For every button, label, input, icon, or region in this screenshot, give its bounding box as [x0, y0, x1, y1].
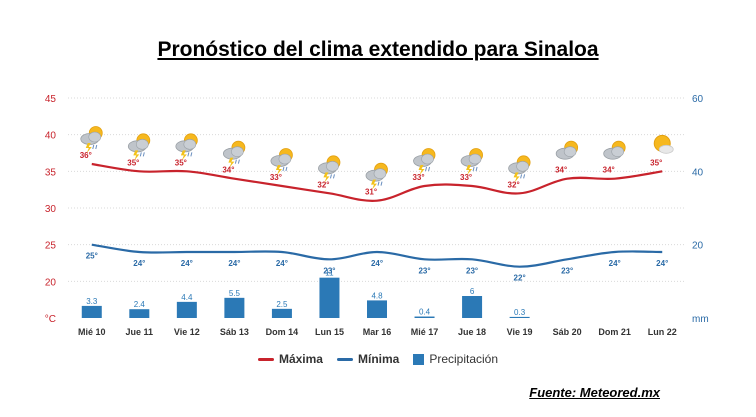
category-label: Mié 10: [78, 327, 106, 337]
left-tick-label: 45: [45, 94, 57, 105]
category-label: Mié 17: [411, 327, 439, 337]
page-title: Pronóstico del clima extendido para Sina…: [157, 38, 599, 61]
min-temp-label: 23°: [418, 266, 430, 275]
min-temp-label: 24°: [609, 259, 621, 268]
max-temp-label: 35°: [127, 158, 139, 167]
legend-swatch-precip: [413, 353, 425, 365]
legend-item-max[interactable]: Máxima: [257, 352, 323, 366]
min-temp-label: 23°: [466, 266, 478, 275]
precip-bar: [414, 316, 435, 318]
max-temp-label: 34°: [555, 166, 567, 175]
max-temp-label: 32°: [317, 180, 329, 189]
storm-sun-icon: [365, 162, 388, 190]
max-temp-label: 33°: [460, 173, 472, 182]
min-temp-label: 22°: [514, 274, 526, 283]
max-temp-label: 33°: [270, 173, 282, 182]
min-temp-label: 24°: [228, 259, 240, 268]
category-label: Sáb 20: [553, 327, 582, 337]
category-label: Jue 11: [126, 327, 154, 337]
source-credit: Fuente: Meteored.mx: [529, 385, 660, 400]
cloud-sun-icon: [555, 140, 579, 160]
left-tick-label: 20: [45, 277, 57, 288]
cloud-sun-icon: [603, 140, 626, 160]
storm-sun-icon: [127, 133, 151, 161]
storm-sun-icon: [175, 133, 198, 161]
precip-bar: [81, 305, 102, 318]
legend: Máxima Mínima Precipitación: [0, 352, 756, 366]
max-temp-label: 35°: [175, 158, 187, 167]
precip-label: 0.4: [419, 308, 431, 317]
max-temp-label: 35°: [650, 158, 662, 167]
category-label: Vie 19: [507, 327, 533, 337]
precip-label: 5.5: [229, 289, 241, 298]
precip-bar: [176, 301, 197, 318]
storm-sun-icon: [508, 155, 531, 183]
min-temp-label: 24°: [371, 259, 383, 268]
category-label: Vie 12: [174, 327, 200, 337]
precip-label: 3.3: [86, 297, 98, 306]
right-tick-label: 40: [692, 167, 704, 178]
legend-label-precip: Precipitación: [429, 352, 499, 366]
precip-label: 4.8: [371, 291, 383, 300]
left-axis-unit: °C: [45, 314, 56, 325]
precip-bar: [319, 277, 340, 318]
storm-sun-icon: [270, 148, 293, 175]
left-tick-label: 30: [45, 204, 57, 215]
precip-bar: [367, 300, 387, 318]
left-tick-label: 35: [45, 167, 57, 178]
left-tick-label: 25: [45, 241, 57, 252]
precip-label: 0.3: [514, 308, 526, 317]
right-axis-unit: mm: [692, 314, 709, 325]
min-temp-label: 24°: [656, 259, 668, 268]
storm-sun-icon: [460, 148, 483, 175]
max-temp-label: 34°: [603, 166, 615, 175]
storm-sun-icon: [222, 140, 246, 168]
legend-label-min: Mínima: [357, 352, 400, 366]
min-temp-label: 24°: [181, 259, 193, 268]
precip-bar: [224, 297, 245, 318]
category-label: Dom 21: [598, 327, 631, 337]
min-temp-label: 25°: [86, 252, 98, 261]
storm-sun-icon: [413, 148, 436, 175]
left-tick-label: 40: [45, 131, 57, 142]
category-label: Jue 18: [458, 327, 486, 337]
category-label: Dom 14: [266, 327, 299, 337]
max-temp-line: [91, 162, 663, 202]
precip-bar: [271, 308, 292, 318]
min-temp-label: 23°: [323, 266, 335, 275]
max-temp-label: 31°: [365, 188, 377, 197]
precip-label: 4.4: [181, 293, 193, 302]
max-temp-label: 34°: [222, 166, 234, 175]
min-temp-label: 24°: [276, 259, 288, 268]
storm-sun-icon: [318, 155, 341, 183]
max-temp-label: 36°: [80, 151, 92, 160]
precip-bar: [509, 316, 530, 318]
precip-label: 6: [470, 287, 475, 296]
max-temp-label: 32°: [508, 180, 520, 189]
legend-item-precip[interactable]: Precipitación: [413, 352, 498, 366]
category-label: Sáb 13: [220, 327, 249, 337]
min-temp-label: 23°: [561, 266, 573, 275]
min-temp-line: [91, 243, 663, 268]
sun-cloud-icon: [653, 134, 674, 154]
category-label: Lun 22: [648, 327, 677, 337]
precip-bar: [462, 296, 483, 318]
precip-label: 11: [325, 269, 334, 278]
storm-sun-icon: [80, 126, 103, 153]
precip-label: 2.4: [134, 300, 146, 309]
right-tick-label: 60: [692, 94, 704, 105]
legend-item-min[interactable]: Mínima: [336, 352, 400, 366]
max-temp-label: 33°: [412, 173, 424, 182]
category-label: Mar 16: [363, 327, 392, 337]
category-label: Lun 15: [315, 327, 344, 337]
precip-label: 2.5: [276, 300, 288, 309]
min-temp-label: 24°: [133, 259, 145, 268]
legend-label-max: Máxima: [278, 352, 323, 366]
legend-swatch-min: [336, 357, 353, 361]
legend-swatch-max: [257, 357, 274, 361]
precip-bar: [129, 309, 150, 318]
right-tick-label: 20: [692, 241, 704, 252]
